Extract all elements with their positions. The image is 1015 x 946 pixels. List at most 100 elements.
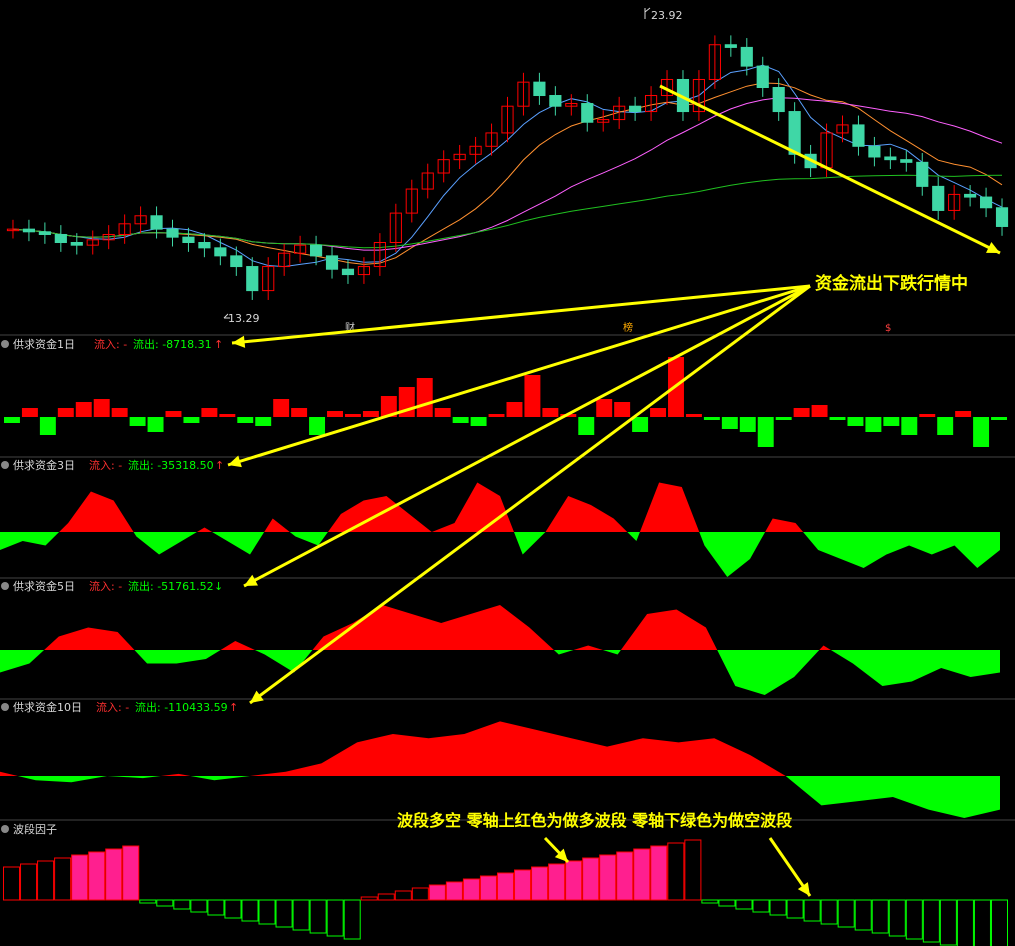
flow-bar-1d bbox=[721, 417, 738, 429]
candle-body bbox=[788, 111, 801, 155]
ma60-line bbox=[12, 174, 1003, 249]
flow-bar-1d bbox=[165, 411, 182, 417]
outflow-label: 流出: -8718.31 bbox=[133, 337, 212, 351]
wave-factor-bar bbox=[752, 899, 770, 913]
panel-toggle-icon[interactable] bbox=[1, 703, 9, 711]
panel-toggle-icon[interactable] bbox=[1, 340, 9, 348]
inflow-label: 流入: - bbox=[89, 579, 122, 593]
flow-bar-1d bbox=[506, 402, 523, 417]
low-marker-icon bbox=[223, 313, 230, 319]
flow-bar-1d bbox=[614, 402, 631, 417]
candle-body bbox=[166, 228, 179, 238]
flow-bar-1d bbox=[309, 417, 326, 435]
candle-body bbox=[979, 196, 993, 209]
candle-body bbox=[772, 87, 785, 113]
candle-body bbox=[916, 161, 929, 187]
wave-factor-bar bbox=[122, 845, 140, 901]
panel-toggle-icon[interactable] bbox=[1, 825, 9, 833]
candle-body bbox=[485, 132, 498, 147]
wave-factor-bar bbox=[496, 872, 515, 901]
candle-body bbox=[38, 231, 51, 235]
price-chart bbox=[6, 35, 1009, 300]
flow-bar-1d bbox=[291, 408, 308, 417]
pointer-arrow-5d-head bbox=[244, 574, 258, 586]
wave-factor-bar bbox=[667, 842, 685, 901]
flow-bar-1d bbox=[237, 417, 254, 423]
wave-factor-bar bbox=[207, 899, 225, 916]
flow-bar-1d bbox=[703, 417, 720, 420]
annotation-arrows bbox=[227, 84, 1001, 897]
candle-body bbox=[708, 44, 721, 80]
candle-body bbox=[932, 185, 945, 211]
annotation-wave: 波段多空 零轴上红色为做多波段 零轴下绿色为做空波段 bbox=[397, 811, 793, 830]
wave-factor-bar bbox=[837, 899, 855, 928]
flow-bar-1d bbox=[542, 408, 559, 417]
inflow-label: 流入: - bbox=[89, 458, 122, 472]
flow-bar-1d bbox=[416, 378, 433, 417]
flow-bar-1d bbox=[847, 417, 864, 426]
candle-body bbox=[309, 244, 323, 257]
flow-area-5d-negative bbox=[0, 650, 1000, 695]
flow-bar-1d bbox=[991, 417, 1007, 420]
panel-header-3: 供求资金3日 流入: - 流出: -35318.50 ↑ bbox=[1, 458, 224, 472]
flow-bar-1d bbox=[883, 417, 900, 426]
panel-toggle-icon[interactable] bbox=[1, 582, 9, 590]
candle-body bbox=[692, 78, 706, 113]
wave-factor-bar bbox=[905, 899, 923, 940]
wave-factor-bar bbox=[871, 899, 889, 934]
panel-header-5: 供求资金5日 流入: - 流出: -51761.52 ↓ bbox=[1, 579, 223, 593]
wave-factor-bar bbox=[445, 881, 463, 901]
wave-factor-bar bbox=[462, 878, 480, 901]
outflow-label: 流出: -51761.52 bbox=[128, 579, 214, 593]
panel-title: 供求资金5日 bbox=[13, 579, 75, 593]
candle-body bbox=[214, 247, 227, 257]
candle-body bbox=[421, 172, 434, 190]
candle-body bbox=[150, 215, 163, 230]
flow-area-10d-negative bbox=[0, 776, 1000, 818]
candle-body bbox=[613, 105, 626, 121]
flow-bar-1d bbox=[919, 414, 936, 417]
wave-factor-bar bbox=[3, 866, 21, 901]
ma5-line bbox=[12, 64, 1003, 268]
candle-body bbox=[836, 124, 849, 134]
panel-title: 波段因子 bbox=[13, 822, 57, 836]
indicator-panels bbox=[0, 334, 1015, 946]
flow-bar-1d bbox=[488, 414, 505, 417]
panel-toggle-icon[interactable] bbox=[1, 461, 9, 469]
panel-title: 供求资金3日 bbox=[13, 458, 75, 472]
flow-area-3d-negative bbox=[0, 532, 1000, 577]
flow-bar-1d bbox=[685, 414, 702, 417]
wave-factor-bar bbox=[54, 857, 72, 901]
flow-bar-1d bbox=[793, 408, 810, 417]
pointer-arrow-3d-head bbox=[228, 455, 242, 468]
flow-bar-1d bbox=[811, 405, 828, 417]
wave-factor-bar bbox=[565, 860, 583, 901]
flow-bar-1d bbox=[39, 417, 56, 435]
candle-body bbox=[325, 255, 339, 270]
wave-factor-bar bbox=[88, 851, 106, 901]
candle-body bbox=[294, 244, 307, 254]
candle-body bbox=[357, 266, 371, 276]
candle-body bbox=[6, 228, 20, 232]
flow-bar-1d bbox=[775, 417, 792, 420]
wave-factor-bar bbox=[735, 899, 753, 910]
high-price-label: 23.92 bbox=[651, 9, 683, 22]
flow-area-5d-positive bbox=[0, 605, 1000, 650]
flow-bar-1d bbox=[111, 408, 128, 417]
wave-factor-bar bbox=[786, 899, 804, 919]
flow-bar-1d bbox=[973, 417, 990, 447]
candle-body bbox=[198, 242, 211, 249]
flow-bar-1d bbox=[470, 417, 487, 426]
candle-body bbox=[501, 105, 514, 134]
trend-arrow-icon: ↑ bbox=[215, 459, 224, 472]
pointer-arrow-1d bbox=[231, 284, 811, 345]
panel-header-10: 供求资金10日 流入: - 流出: -110433.59 ↑ bbox=[1, 700, 238, 714]
wave-factor-bar bbox=[922, 899, 940, 943]
high-marker-icon bbox=[644, 7, 651, 19]
outflow-label: 流出: -110433.59 bbox=[135, 700, 228, 714]
wave-factor-bar bbox=[616, 851, 634, 901]
wave-factor-bar bbox=[531, 866, 549, 901]
trend-arrow-icon: ↑ bbox=[214, 338, 223, 351]
flow-bar-1d bbox=[273, 399, 290, 417]
